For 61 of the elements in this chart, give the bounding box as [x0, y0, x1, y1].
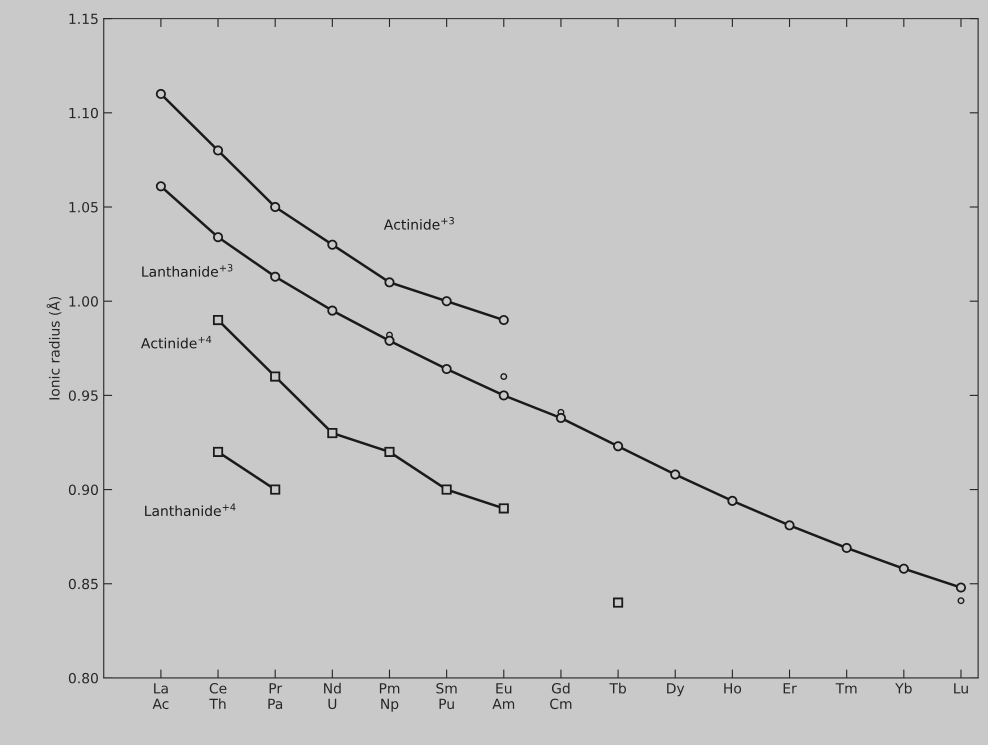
point [727, 496, 738, 506]
point [212, 446, 224, 457]
x-tick-label: Pm Np [380, 683, 400, 712]
point [212, 232, 224, 242]
point [958, 597, 964, 604]
x-tick-label: Yb [895, 682, 912, 694]
y-tick-label: 1.05 [69, 202, 98, 212]
point [212, 145, 224, 156]
y-tick-label: 0.90 [68, 484, 98, 496]
point [498, 503, 509, 514]
point [898, 564, 909, 574]
point [270, 484, 280, 495]
point [327, 428, 338, 438]
point [270, 202, 280, 212]
x-tick-label: Ce Th [209, 683, 226, 709]
x-tick-label: Tm [836, 683, 857, 694]
x-tick-label: Pr Pa [268, 683, 282, 710]
y-tick-label: 1.15 [69, 14, 98, 24]
point [327, 306, 338, 316]
point [270, 272, 280, 282]
series-label: Actinide$^{+4}$ [140, 336, 212, 348]
x-tick-label: Ho [724, 683, 742, 694]
point [613, 441, 624, 452]
point [500, 373, 508, 380]
point [442, 484, 452, 495]
point [442, 364, 452, 374]
text: Actinide$^{+3}$ [384, 217, 454, 230]
y-tick-label: 0.80 [68, 672, 98, 684]
series-label: Lanthanide$^{+3}$ [142, 264, 232, 277]
point [498, 390, 509, 400]
x-tick-label: Er [784, 683, 797, 694]
point [156, 181, 166, 192]
x-tick-label: Lu [954, 683, 968, 694]
y-axis-title: Ionic radius (Å) [46, 296, 62, 400]
y-tick-label: 0.85 [68, 578, 98, 590]
x-tick-label: Tb [609, 682, 626, 694]
point [384, 446, 395, 457]
point [327, 240, 338, 250]
x-tick-label: Nd U [324, 682, 341, 710]
x-tick-label: Dy [667, 683, 684, 696]
point [784, 520, 795, 530]
point [556, 412, 566, 424]
point [442, 296, 452, 306]
text: Lanthanide$^{+4}$ [145, 504, 236, 516]
point [670, 469, 680, 480]
y-tick-label: 1.00 [69, 296, 98, 307]
point [212, 314, 224, 326]
point [613, 598, 624, 608]
y-tick-label: 1.10 [69, 108, 98, 118]
point [842, 542, 852, 554]
x-tick-label: Sm Pu [436, 683, 457, 710]
x-tick-label: La Ac [152, 683, 168, 710]
point [956, 582, 966, 593]
x-tick-label: Gd Cm [550, 682, 572, 710]
x-tick-label: Eu Am [492, 683, 514, 709]
point [156, 88, 166, 100]
point [384, 336, 395, 346]
y-tick-label: 0.95 [68, 390, 98, 401]
point [498, 314, 509, 326]
point [384, 277, 395, 288]
point [270, 371, 280, 382]
